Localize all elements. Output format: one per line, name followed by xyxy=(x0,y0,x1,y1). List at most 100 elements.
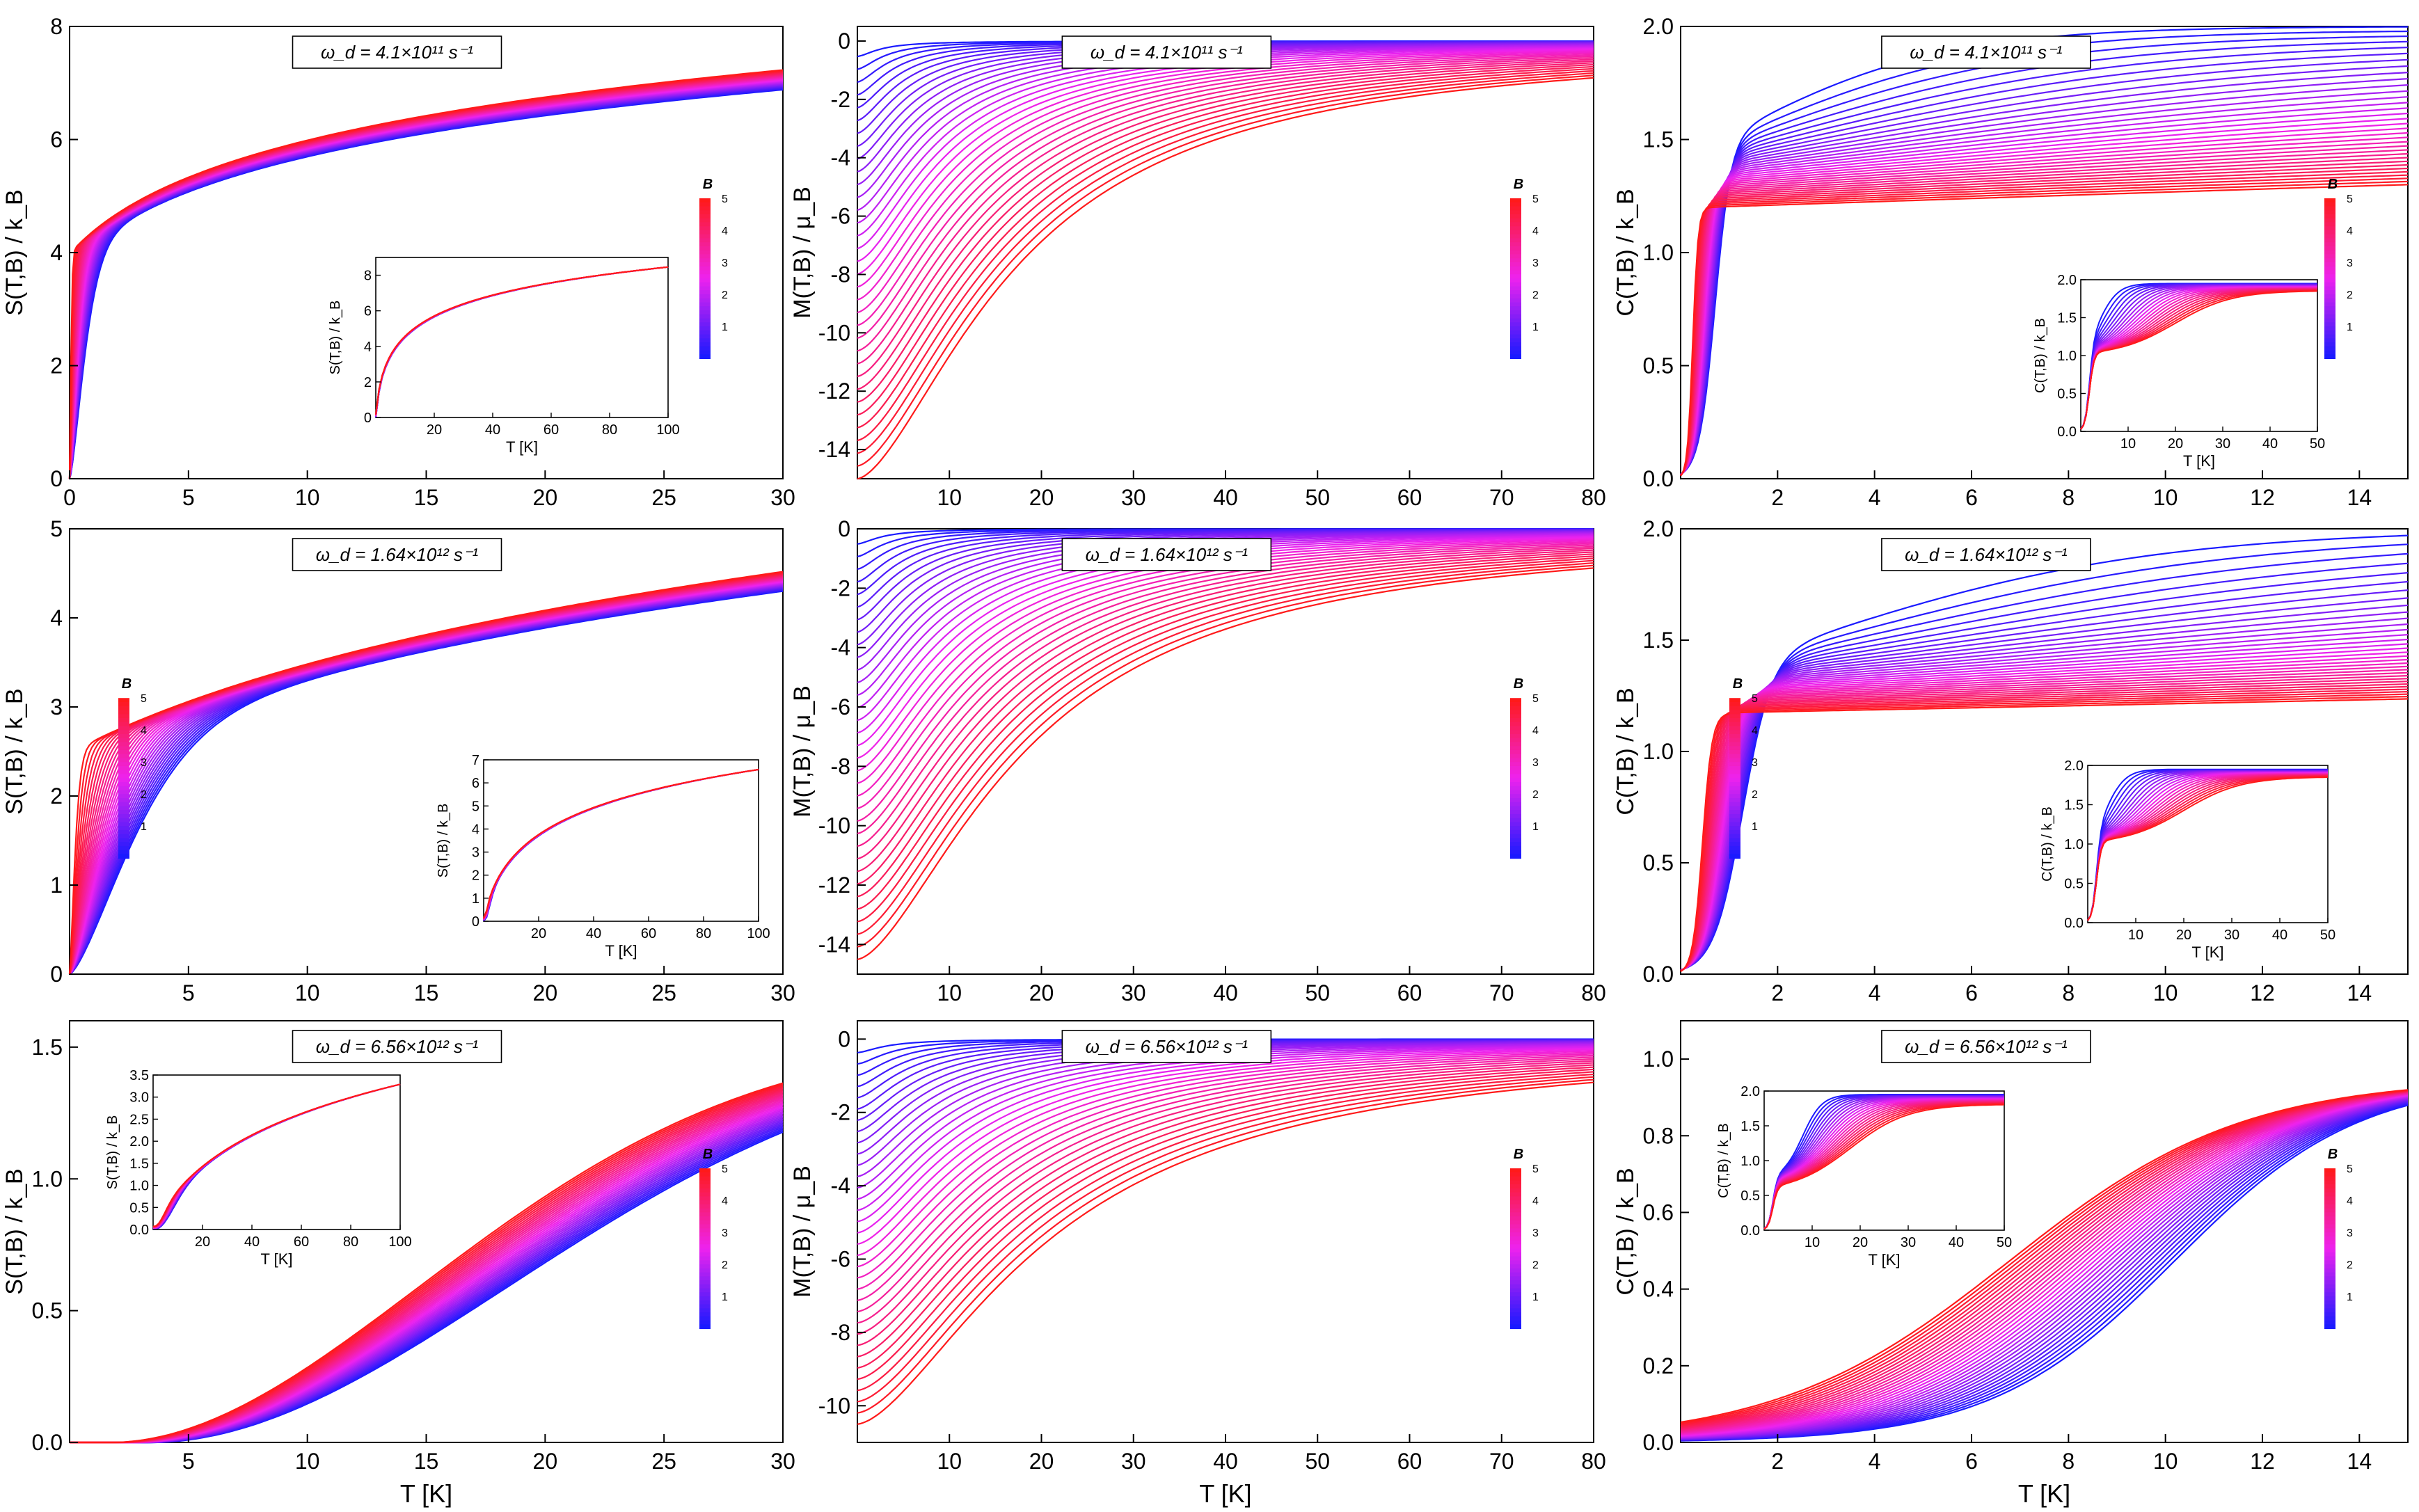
legend-tick-label: 4 xyxy=(2347,1195,2353,1207)
chart-title: ω_d = 1.64×10¹² s⁻¹ xyxy=(316,544,479,565)
inset-x-axis-label: T [K] xyxy=(605,942,637,960)
y-tick-label: 1.5 xyxy=(1643,628,1674,653)
legend-swatch xyxy=(118,698,129,703)
legend-swatch xyxy=(699,1264,711,1269)
y-tick-label: -2 xyxy=(831,1100,850,1125)
inset-chart: 20 40 60 80 100 0 2 4 6 8 T [K] S(T,B) / k_B xyxy=(328,257,680,456)
inset-frame xyxy=(483,759,759,922)
legend-swatch xyxy=(699,206,711,212)
series-line xyxy=(1680,153,2409,476)
legend-swatch xyxy=(118,746,129,751)
curve-family xyxy=(857,1038,1594,1425)
legend-swatch xyxy=(1510,230,1521,235)
x-tick-label: 10 xyxy=(295,980,320,1005)
inset-x-tick-label: 80 xyxy=(343,1234,358,1250)
title-box xyxy=(292,35,502,69)
x-tick-label: 30 xyxy=(770,485,795,510)
series-line xyxy=(857,47,1594,249)
y-axis-label: M(T,B) / μ_B xyxy=(789,1165,816,1298)
chart-panel-c1: 2 4 6 8 10 12 140.00.51.01.52.0C(T,B) / k_Bω_d… xyxy=(1612,14,2409,510)
legend-swatch xyxy=(1510,738,1521,743)
series-line xyxy=(1680,1093,2409,1435)
legend-tick-label: 3 xyxy=(1752,757,1758,769)
series-line xyxy=(857,56,1594,352)
legend-swatch xyxy=(699,1308,711,1314)
legend-swatch xyxy=(2324,1228,2335,1234)
legend-swatch xyxy=(699,290,711,295)
legend-swatch xyxy=(1510,266,1521,271)
series-line xyxy=(1680,1092,2409,1433)
legend-swatch xyxy=(699,1256,711,1262)
inset-x-tick-label: 60 xyxy=(641,926,656,941)
legend-swatch xyxy=(1510,1188,1521,1193)
legend-swatch xyxy=(1729,749,1740,755)
inset-x-tick-label: 50 xyxy=(1997,1235,2012,1250)
legend-swatch xyxy=(118,826,129,831)
y-axis-label: M(T,B) / μ_B xyxy=(789,186,816,319)
inset-y-tick-label: 4 xyxy=(472,822,479,837)
series-line xyxy=(857,1068,1594,1369)
legend-swatch xyxy=(699,262,711,267)
series-line xyxy=(857,1071,1594,1380)
x-tick-label: 40 xyxy=(1213,980,1238,1005)
series-line xyxy=(857,1079,1594,1414)
legend-swatch xyxy=(1510,1256,1521,1262)
legend-swatch xyxy=(2324,246,2335,251)
legend-swatch xyxy=(699,1244,711,1250)
legend-tick-label: 5 xyxy=(2347,1163,2353,1175)
series-line xyxy=(857,537,1594,759)
legend-swatch xyxy=(699,1252,711,1257)
y-tick-label: -8 xyxy=(831,754,850,779)
series-line xyxy=(857,1051,1594,1268)
legend-title: B xyxy=(1514,177,1523,192)
x-tick-label: 15 xyxy=(414,980,439,1005)
x-tick-label: 2 xyxy=(1771,1449,1784,1474)
x-tick-label: 25 xyxy=(651,485,676,510)
legend-swatch xyxy=(1510,1212,1521,1218)
legend-swatch xyxy=(699,314,711,319)
legend-swatch xyxy=(2324,266,2335,271)
inset-x-tick-label: 20 xyxy=(2176,928,2191,943)
legend-swatch xyxy=(1729,822,1740,827)
series-line xyxy=(1680,102,2409,476)
legend-swatch xyxy=(699,230,711,235)
series-line xyxy=(857,559,1594,923)
inset-y-tick-label: 6 xyxy=(364,304,372,319)
legend-tick-label: 2 xyxy=(2347,1259,2353,1271)
axis-ticks: 10 20 30 40 50 60 70 80 0 -2 -4 -6 -8 -10 -12 -14 xyxy=(818,516,1606,1005)
legend-swatch xyxy=(699,298,711,303)
legend-swatch xyxy=(1510,1192,1521,1197)
legend-swatch xyxy=(2324,274,2335,279)
legend-swatch xyxy=(699,1324,711,1330)
legend-tick-label: 1 xyxy=(1752,821,1758,833)
chart-title: ω_d = 4.1×10¹¹ s⁻¹ xyxy=(1910,42,2062,63)
legend-swatch xyxy=(1510,810,1521,815)
legend-swatch xyxy=(1510,710,1521,715)
inset-x-tick-label: 20 xyxy=(2168,436,2183,452)
legend-title: B xyxy=(2328,177,2338,192)
legend-swatch xyxy=(1510,338,1521,343)
legend-tick-label: 5 xyxy=(1532,193,1539,205)
legend-tick-label: 2 xyxy=(2347,289,2353,301)
y-tick-label: 2 xyxy=(50,353,63,379)
legend-swatch xyxy=(1510,1284,1521,1289)
legend-swatch xyxy=(1510,1168,1521,1173)
legend-swatch xyxy=(1510,838,1521,843)
legend-tick-label: 4 xyxy=(1532,225,1539,237)
series-line xyxy=(857,543,1594,809)
legend-swatch xyxy=(699,270,711,276)
y-tick-label: 8 xyxy=(50,14,63,39)
y-tick-label: -14 xyxy=(818,932,850,957)
legend-swatch xyxy=(2324,306,2335,311)
legend-swatch xyxy=(1510,1264,1521,1269)
x-tick-label: 30 xyxy=(1121,1449,1146,1474)
legend-swatch xyxy=(1510,1208,1521,1213)
legend-swatch xyxy=(1510,818,1521,823)
y-tick-label: -14 xyxy=(818,437,850,462)
legend-swatch xyxy=(2324,1184,2335,1189)
legend-swatch xyxy=(118,714,129,719)
legend-swatch xyxy=(699,1268,711,1273)
series-line xyxy=(68,571,784,975)
legend-swatch xyxy=(1729,794,1740,799)
legend-swatch xyxy=(1510,1244,1521,1250)
